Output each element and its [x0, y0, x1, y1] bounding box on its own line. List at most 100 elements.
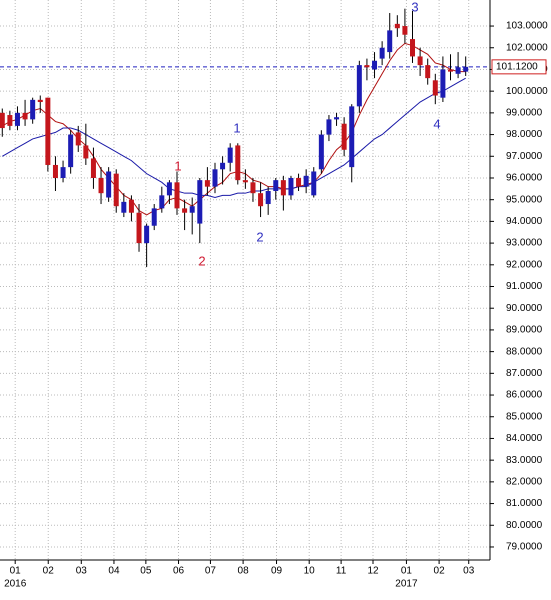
- candle-body: [113, 173, 119, 207]
- y-tick-label: 87.0000: [506, 368, 543, 379]
- x-tick-label: 08: [238, 566, 250, 577]
- y-tick-label: 89.0000: [506, 325, 543, 336]
- candle-body: [440, 69, 446, 98]
- candle-body: [326, 119, 332, 135]
- x-tick-label: 07: [205, 566, 217, 577]
- x-tick-label: 06: [173, 566, 185, 577]
- y-tick-label: 98.0000: [506, 129, 543, 140]
- x-tick-label: 11: [336, 566, 347, 577]
- candle-body: [280, 180, 286, 196]
- candle-body: [212, 169, 218, 187]
- candle-body: [288, 177, 294, 196]
- y-tick-label: 94.0000: [506, 216, 543, 227]
- candle-body: [52, 164, 58, 178]
- annotation: 3: [411, 0, 418, 14]
- y-tick-label: 80.0000: [506, 520, 543, 531]
- candle-body: [356, 65, 362, 107]
- annotation: 1: [174, 158, 181, 173]
- x-tick-label: 09: [271, 566, 283, 577]
- candle-body: [379, 47, 385, 59]
- y-tick-label: 86.0000: [506, 390, 543, 401]
- y-tick-label: 95.0000: [506, 194, 543, 205]
- y-tick-label: 81.0000: [506, 498, 543, 509]
- candle-body: [0, 112, 5, 129]
- candle-body: [463, 66, 469, 72]
- candle-body: [242, 180, 248, 183]
- candle-body: [37, 99, 43, 103]
- y-tick-label: 91.0000: [506, 281, 543, 292]
- candle-body: [106, 171, 112, 198]
- annotation: 1: [233, 120, 240, 135]
- x-tick-label: 02: [434, 566, 446, 577]
- candle-body: [455, 67, 461, 74]
- candle-body: [220, 162, 226, 170]
- candle-body: [318, 134, 324, 170]
- candle-body: [250, 182, 256, 194]
- x-tick-label: 05: [140, 566, 152, 577]
- y-tick-label: 102.0000: [506, 42, 548, 53]
- candle-body: [60, 167, 66, 178]
- x-tick-label: 03: [463, 566, 475, 577]
- candle-body: [30, 99, 36, 120]
- candle-body: [364, 65, 370, 68]
- x-tick-label: 01: [10, 566, 22, 577]
- last-price-label: 101.1200: [496, 61, 538, 72]
- annotation: 2: [256, 229, 263, 244]
- x-tick-label: 12: [367, 566, 379, 577]
- y-tick-label: 84.0000: [506, 433, 543, 444]
- y-tick-label: 103.0000: [506, 21, 548, 32]
- candle-body: [174, 182, 180, 209]
- candle-body: [258, 193, 264, 207]
- last-price-box: [491, 59, 547, 75]
- candle-body: [447, 69, 453, 72]
- candle-body: [90, 158, 96, 178]
- candle-body: [227, 147, 233, 163]
- y-tick-label: 88.0000: [506, 346, 543, 357]
- candle-body: [14, 112, 20, 126]
- candle-body: [349, 106, 355, 168]
- y-tick-label: 97.0000: [506, 151, 543, 162]
- candle-body: [7, 115, 13, 126]
- candle-body: [303, 175, 309, 187]
- candle-body: [144, 225, 150, 244]
- y-tick-label: 90.0000: [506, 303, 543, 314]
- year-label: 2017: [395, 579, 418, 590]
- candle-body: [265, 191, 271, 205]
- annotation: 4: [433, 116, 440, 131]
- x-tick-label: 03: [76, 566, 88, 577]
- candle-body: [394, 23, 400, 29]
- x-tick-label: 02: [43, 566, 55, 577]
- y-tick-label: 82.0000: [506, 477, 543, 488]
- x-tick-label: 10: [304, 566, 316, 577]
- candle-body: [235, 145, 241, 181]
- candle-body: [387, 30, 393, 53]
- candle-body: [136, 212, 142, 244]
- plot-area: [0, 0, 490, 560]
- y-tick-label: 96.0000: [506, 173, 543, 184]
- moving-average: [2, 77, 466, 199]
- candle-body: [121, 201, 127, 213]
- y-tick-label: 92.0000: [506, 259, 543, 270]
- candle-body: [128, 199, 134, 213]
- candle-body: [75, 132, 81, 146]
- candle-body: [341, 123, 347, 150]
- y-tick-label: 85.0000: [506, 411, 543, 422]
- year-label: 2016: [4, 579, 27, 590]
- candle-body: [296, 177, 302, 187]
- candle-body: [197, 180, 203, 224]
- y-tick-label: 93.0000: [506, 238, 543, 249]
- candle-body: [83, 145, 89, 159]
- y-tick-label: 79.0000: [506, 542, 543, 553]
- y-tick-label: 99.0000: [506, 108, 543, 119]
- annotation: 2: [198, 253, 205, 268]
- candle-body: [273, 180, 279, 192]
- candle-body: [417, 56, 423, 66]
- candle-body: [425, 65, 431, 79]
- candle-body: [151, 208, 157, 226]
- candle-body: [68, 134, 74, 168]
- candle-body: [410, 39, 416, 57]
- candle-body: [45, 97, 51, 165]
- candle-body: [22, 112, 28, 120]
- candle-body: [311, 171, 317, 196]
